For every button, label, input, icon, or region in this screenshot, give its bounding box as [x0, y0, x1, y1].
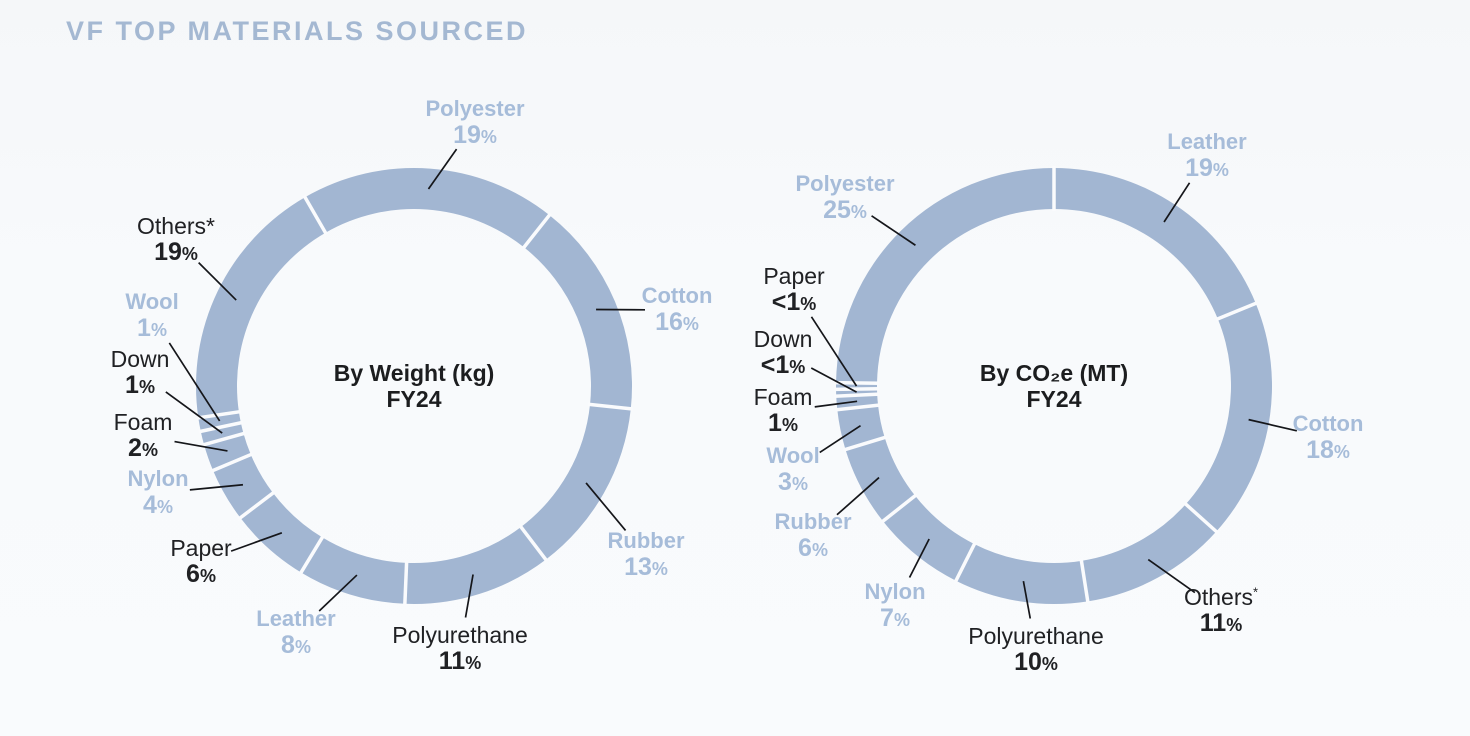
slice-divider — [587, 402, 633, 411]
donut-weight-slice-polyurethane — [404, 526, 546, 604]
label-leader-line-cotton — [1248, 418, 1298, 432]
label-leader-line-leather — [1163, 182, 1191, 223]
slice-divider — [403, 560, 409, 606]
donut-co2e-slice-polyurethane — [955, 544, 1088, 604]
slice-divider — [833, 386, 880, 392]
donut-co2e-slice-others — [1081, 504, 1217, 602]
slice-divider — [518, 524, 549, 563]
label-leader-line-rubber — [836, 476, 880, 516]
label-leader-line-nylon — [189, 483, 244, 491]
label-leader-line-wool — [168, 342, 221, 422]
label-leader-line-down — [165, 391, 223, 434]
label-leader-line-polyurethane — [464, 574, 474, 618]
slice-divider — [1183, 501, 1219, 535]
donut-weight-slice-others — [196, 197, 326, 418]
donut-co2e-slice-rubber — [845, 437, 916, 522]
slice-divider — [843, 435, 888, 452]
donut-co2e-slice-cotton — [1185, 303, 1272, 532]
donut-weight-slice-leather — [301, 537, 407, 604]
donut-weight-slice-cotton — [523, 215, 632, 409]
page-title: VF TOP MATERIALS SOURCED — [66, 16, 529, 46]
slice-divider — [298, 534, 325, 576]
label-leader-line-others — [198, 261, 237, 301]
donut-co2e-slice-nylon — [882, 495, 975, 581]
slice-divider — [835, 403, 881, 412]
label-leader-line-nylon — [908, 538, 930, 578]
label-leader-line-others — [1147, 558, 1196, 594]
label-leader-line-polyester — [427, 148, 458, 190]
label-leader-line-foam — [174, 440, 228, 452]
slice-divider — [302, 194, 329, 236]
slice-divider — [880, 493, 918, 524]
slice-divider — [834, 392, 880, 399]
donut-weight-slice-nylon — [213, 454, 274, 518]
donut-co2e-slice-wool — [837, 405, 885, 450]
slice-divider — [1079, 558, 1090, 604]
label-leader-line-leather — [318, 574, 358, 612]
label-leader-line-polyester — [871, 215, 916, 246]
label-leader-line-paper — [230, 531, 283, 552]
donut-co2e-slice-polyester — [836, 168, 1055, 384]
label-leader-line-paper — [810, 316, 858, 387]
label-leader-line-wool — [819, 424, 861, 454]
slice-divider — [237, 490, 276, 521]
slice-divider — [953, 541, 977, 584]
label-leader-line-polyurethane — [1022, 580, 1032, 619]
slice-divider — [196, 409, 242, 420]
slice-divider — [1215, 300, 1259, 322]
donut-weight-slice-polyester — [305, 168, 550, 248]
donut-weight-slice-down — [200, 422, 244, 445]
slice-divider — [210, 452, 254, 473]
slice-divider — [198, 420, 244, 434]
donut-weight-slice-rubber — [521, 404, 631, 560]
slice-divider — [201, 431, 246, 447]
donut-co2e-slice-leather — [1054, 168, 1256, 319]
slice-divider — [521, 212, 553, 250]
slice-divider — [833, 380, 880, 386]
label-leader-line-rubber — [585, 482, 627, 531]
label-leader-line-foam — [814, 400, 858, 408]
label-leader-line-down — [810, 367, 857, 393]
